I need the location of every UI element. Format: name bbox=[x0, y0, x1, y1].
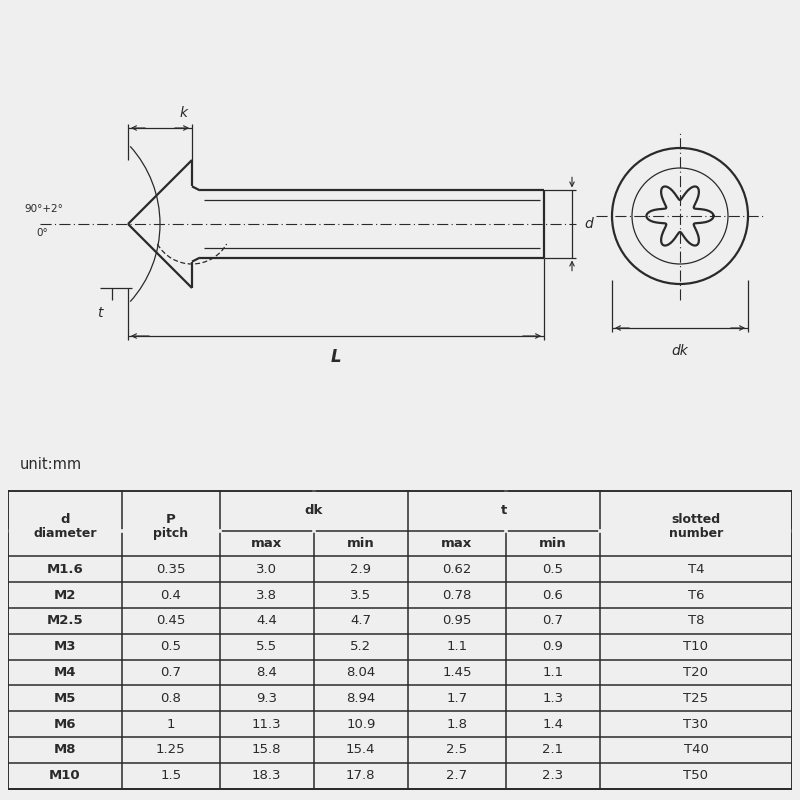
Text: 5.2: 5.2 bbox=[350, 640, 371, 653]
Text: M5: M5 bbox=[54, 692, 76, 705]
Text: t: t bbox=[98, 306, 102, 319]
Text: T8: T8 bbox=[688, 614, 704, 627]
Text: T10: T10 bbox=[683, 640, 709, 653]
Text: 4.7: 4.7 bbox=[350, 614, 371, 627]
Text: 8.94: 8.94 bbox=[346, 692, 375, 705]
Text: 2.7: 2.7 bbox=[446, 769, 467, 782]
Text: 0.5: 0.5 bbox=[542, 562, 563, 576]
Text: 1.5: 1.5 bbox=[160, 769, 182, 782]
Text: number: number bbox=[669, 527, 723, 540]
Text: diameter: diameter bbox=[33, 527, 97, 540]
Text: 0.35: 0.35 bbox=[156, 562, 186, 576]
Text: T4: T4 bbox=[688, 562, 704, 576]
Text: 1: 1 bbox=[166, 718, 175, 730]
Text: 1.25: 1.25 bbox=[156, 743, 186, 756]
Text: 2.9: 2.9 bbox=[350, 562, 371, 576]
Text: dk: dk bbox=[305, 504, 323, 518]
Text: 4.4: 4.4 bbox=[256, 614, 277, 627]
Text: 0.78: 0.78 bbox=[442, 589, 471, 602]
Text: 8.4: 8.4 bbox=[256, 666, 277, 679]
Text: 2.3: 2.3 bbox=[542, 769, 563, 782]
Text: 1.4: 1.4 bbox=[542, 718, 563, 730]
Text: pitch: pitch bbox=[153, 527, 188, 540]
Text: M10: M10 bbox=[49, 769, 81, 782]
Text: 3.0: 3.0 bbox=[256, 562, 278, 576]
Text: 2.1: 2.1 bbox=[542, 743, 563, 756]
Text: 10.9: 10.9 bbox=[346, 718, 375, 730]
Bar bbox=[8, 491, 792, 789]
Text: 1.3: 1.3 bbox=[542, 692, 563, 705]
Text: 9.3: 9.3 bbox=[256, 692, 278, 705]
Text: dk: dk bbox=[672, 344, 688, 358]
Text: M8: M8 bbox=[54, 743, 76, 756]
Text: T20: T20 bbox=[683, 666, 709, 679]
Text: M2: M2 bbox=[54, 589, 76, 602]
Text: 1.1: 1.1 bbox=[446, 640, 467, 653]
Text: unit:mm: unit:mm bbox=[20, 457, 82, 472]
Text: min: min bbox=[539, 537, 566, 550]
Text: 2.5: 2.5 bbox=[446, 743, 467, 756]
Text: M4: M4 bbox=[54, 666, 76, 679]
Text: 90°+2°: 90°+2° bbox=[24, 204, 63, 214]
Text: 0.95: 0.95 bbox=[442, 614, 471, 627]
Text: 1.8: 1.8 bbox=[446, 718, 467, 730]
Text: T6: T6 bbox=[688, 589, 704, 602]
Text: min: min bbox=[347, 537, 374, 550]
Text: 0.45: 0.45 bbox=[156, 614, 186, 627]
Text: 1.45: 1.45 bbox=[442, 666, 471, 679]
Text: 0.6: 0.6 bbox=[542, 589, 563, 602]
Text: 3.8: 3.8 bbox=[256, 589, 278, 602]
Text: max: max bbox=[442, 537, 473, 550]
Text: M1.6: M1.6 bbox=[46, 562, 83, 576]
Text: 15.8: 15.8 bbox=[252, 743, 282, 756]
Text: M2.5: M2.5 bbox=[46, 614, 83, 627]
Text: L: L bbox=[330, 348, 342, 366]
Text: slotted: slotted bbox=[671, 513, 721, 526]
Text: M6: M6 bbox=[54, 718, 76, 730]
Text: 0.9: 0.9 bbox=[542, 640, 563, 653]
Text: d: d bbox=[60, 513, 70, 526]
Text: t: t bbox=[501, 504, 507, 518]
Text: 5.5: 5.5 bbox=[256, 640, 278, 653]
Text: 11.3: 11.3 bbox=[252, 718, 282, 730]
Text: 0.4: 0.4 bbox=[160, 589, 181, 602]
Text: 1.7: 1.7 bbox=[446, 692, 467, 705]
Text: T25: T25 bbox=[683, 692, 709, 705]
Text: 1.1: 1.1 bbox=[542, 666, 563, 679]
Text: 15.4: 15.4 bbox=[346, 743, 375, 756]
Text: 0.62: 0.62 bbox=[442, 562, 471, 576]
Text: P: P bbox=[166, 513, 175, 526]
Text: 0.7: 0.7 bbox=[542, 614, 563, 627]
Text: T40: T40 bbox=[683, 743, 708, 756]
Text: k: k bbox=[180, 106, 188, 120]
Text: 17.8: 17.8 bbox=[346, 769, 375, 782]
Text: T50: T50 bbox=[683, 769, 709, 782]
Text: d: d bbox=[584, 217, 593, 231]
Text: M3: M3 bbox=[54, 640, 76, 653]
Text: 0.8: 0.8 bbox=[160, 692, 181, 705]
Text: 0.7: 0.7 bbox=[160, 666, 181, 679]
Text: max: max bbox=[251, 537, 282, 550]
Text: 0°: 0° bbox=[36, 228, 48, 238]
Text: T30: T30 bbox=[683, 718, 709, 730]
Text: 18.3: 18.3 bbox=[252, 769, 282, 782]
Text: 0.5: 0.5 bbox=[160, 640, 181, 653]
Text: 3.5: 3.5 bbox=[350, 589, 371, 602]
Text: 8.04: 8.04 bbox=[346, 666, 375, 679]
